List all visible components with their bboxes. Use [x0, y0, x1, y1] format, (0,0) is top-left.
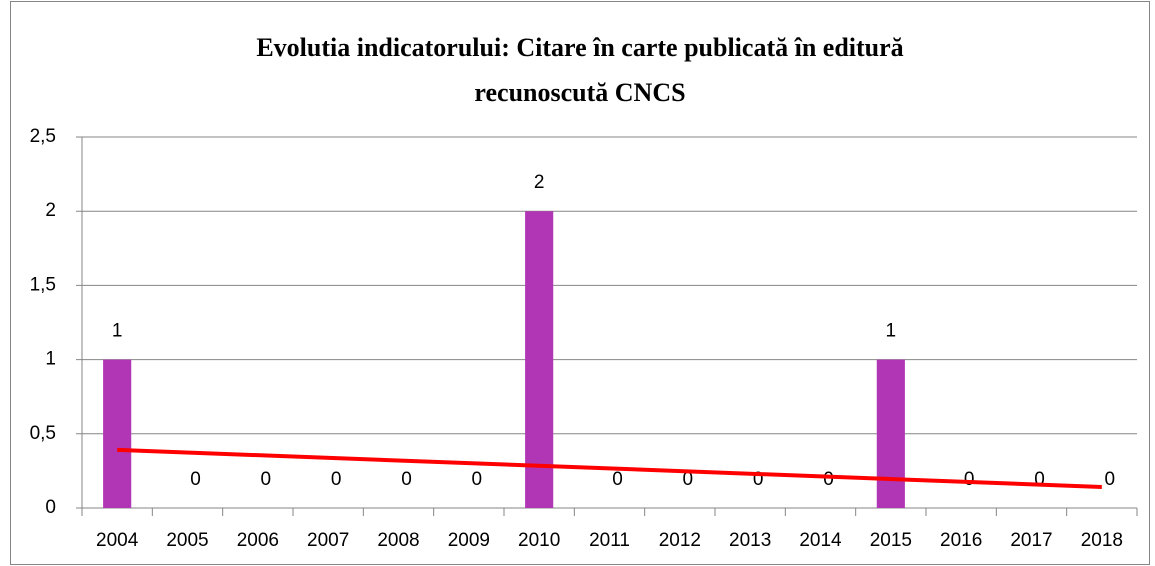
- x-tick-label: 2010: [518, 530, 560, 551]
- x-tick-label: 2004: [96, 530, 139, 551]
- data-label: 0: [1034, 469, 1045, 490]
- x-tick-label: 2012: [659, 530, 701, 551]
- data-label: 0: [964, 469, 975, 490]
- data-label: 0: [331, 469, 342, 490]
- bar: [103, 359, 132, 508]
- y-tick-label: 0,5: [30, 423, 56, 444]
- x-tick-label: 2009: [448, 530, 490, 551]
- data-label: 0: [401, 469, 412, 490]
- data-label: 0: [683, 469, 694, 490]
- x-tick-label: 2011: [589, 530, 630, 551]
- x-tick-label: 2017: [1010, 530, 1052, 551]
- data-label: 0: [1105, 469, 1116, 490]
- chart-title: recunoscută CNCS: [474, 78, 685, 107]
- y-tick-label: 2,5: [30, 126, 56, 147]
- data-label: 0: [753, 469, 764, 490]
- x-tick-label: 2006: [237, 530, 279, 551]
- data-label: 1: [886, 321, 897, 342]
- x-tick-label: 2014: [799, 530, 842, 551]
- data-label: 0: [472, 469, 483, 490]
- x-tick-label: 2013: [729, 530, 771, 551]
- data-label: 0: [612, 469, 623, 490]
- bar: [525, 211, 554, 508]
- chart-title: Evolutia indicatorului: Citare în carte …: [256, 33, 903, 62]
- bar: [876, 359, 905, 508]
- y-tick-label: 1: [45, 349, 56, 370]
- x-tick-label: 2007: [307, 530, 349, 551]
- x-tick-label: 2008: [377, 530, 419, 551]
- data-label: 0: [261, 469, 272, 490]
- y-tick-label: 2: [45, 200, 56, 221]
- data-label: 1: [112, 321, 123, 342]
- trendline: [117, 447, 1102, 489]
- chart-frame: [10, 1, 1150, 565]
- data-label: 2: [534, 172, 545, 193]
- y-tick-label: 1,5: [30, 274, 56, 295]
- y-tick-label: 0: [45, 497, 56, 518]
- x-tick-label: 2018: [1081, 530, 1123, 551]
- x-tick-label: 2016: [940, 530, 982, 551]
- data-label: 0: [823, 469, 834, 490]
- x-tick-label: 2015: [870, 530, 912, 551]
- data-label: 0: [190, 469, 201, 490]
- x-tick-label: 2005: [166, 530, 208, 551]
